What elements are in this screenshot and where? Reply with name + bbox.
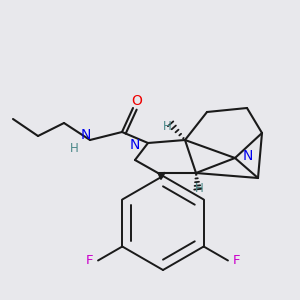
Text: H: H <box>195 182 203 196</box>
Text: O: O <box>132 94 142 108</box>
Text: H: H <box>163 119 172 133</box>
Text: F: F <box>233 254 241 267</box>
Text: H: H <box>70 142 78 154</box>
Polygon shape <box>158 172 165 179</box>
Text: F: F <box>85 254 93 267</box>
Text: N: N <box>81 128 91 142</box>
Text: N: N <box>243 149 254 163</box>
Text: N: N <box>130 138 140 152</box>
